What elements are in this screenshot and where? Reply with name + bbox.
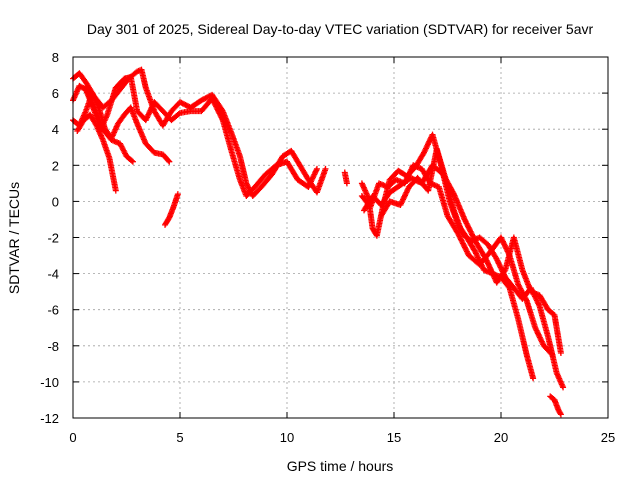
data-point (313, 165, 320, 172)
y-tick-labels: -12 -10 -8 -6 -4 -2 0 2 4 6 8 (40, 50, 59, 426)
series-track-6 (162, 191, 181, 228)
y-tick-label: -2 (47, 231, 59, 246)
data-point (557, 410, 564, 417)
y-tick-label: 2 (52, 158, 59, 173)
data-point (129, 158, 136, 165)
y-tick-label: 8 (52, 50, 59, 65)
y-tick-label: -8 (47, 339, 59, 354)
y-tick-label: -12 (40, 411, 59, 426)
plot-frame (72, 56, 609, 419)
x-tick-labels: 0 5 10 15 20 25 (69, 430, 615, 445)
data-points (70, 66, 567, 418)
data-point (557, 350, 564, 357)
y-tick-label: -4 (47, 267, 59, 282)
gridlines (73, 57, 608, 418)
data-point (166, 158, 173, 165)
data-point (174, 191, 181, 198)
y-tick-label: -10 (40, 375, 59, 390)
series-track-11 (378, 146, 567, 391)
y-tick-label: 0 (52, 194, 59, 209)
data-point (112, 187, 119, 194)
x-tick-label: 20 (494, 430, 508, 445)
data-point (128, 157, 135, 164)
y-tick-label: 4 (52, 122, 59, 137)
y-axis-label: SDTVAR / TECUs (6, 182, 22, 294)
x-axis-label: GPS time / hours (287, 458, 394, 474)
data-point (165, 157, 172, 164)
data-point (322, 165, 329, 172)
series-track-7 (341, 169, 350, 187)
series-track-5 (82, 84, 136, 165)
x-tick-label: 10 (280, 430, 294, 445)
data-point (557, 411, 564, 418)
series-track-4 (74, 111, 119, 194)
x-tick-label: 25 (601, 430, 615, 445)
x-tick-label: 15 (387, 430, 401, 445)
chart-title: Day 301 of 2025, Sidereal Day-to-day VTE… (87, 21, 594, 37)
x-tick-label: 0 (69, 430, 76, 445)
x-tick-label: 5 (176, 430, 183, 445)
data-point (530, 375, 537, 382)
y-tick-label: 6 (52, 86, 59, 101)
series-track-12 (547, 393, 564, 418)
data-point (560, 384, 567, 391)
data-point (343, 180, 350, 187)
data-point (175, 110, 182, 117)
y-tick-label: -6 (47, 303, 59, 318)
